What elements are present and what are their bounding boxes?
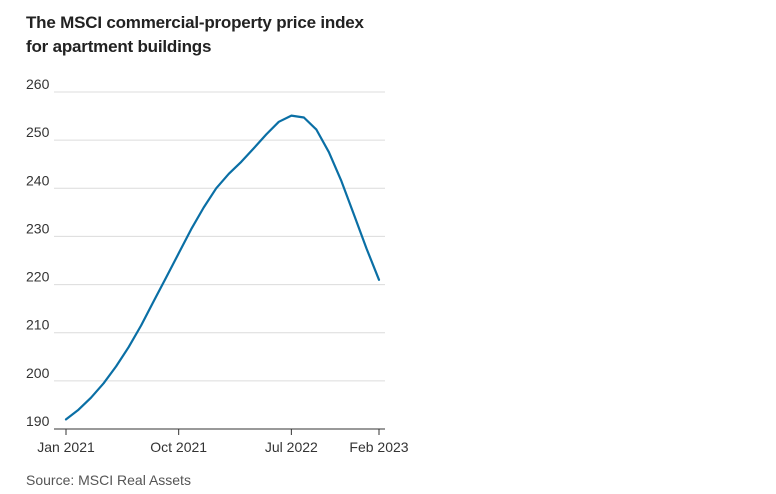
y-tick-label: 220: [26, 269, 50, 285]
series-layer: [64, 114, 381, 421]
series-line: [64, 114, 381, 421]
x-axis: Jan 2021 Oct 2021 Jul 2022 Feb 2023: [37, 429, 409, 455]
y-tick-label: 260: [26, 76, 50, 92]
x-tick-label: Jan 2021: [37, 439, 95, 455]
x-tick-label: Feb 2023: [349, 439, 408, 455]
source-note: Source: MSCI Real Assets: [26, 472, 191, 488]
y-tick-label: 190: [26, 413, 50, 429]
x-tick-label: Jul 2022: [265, 439, 318, 455]
y-tick-label: 240: [26, 172, 50, 188]
y-axis: 190 200 210 220 230 240 250 260: [26, 76, 50, 429]
x-tick-label: Oct 2021: [150, 439, 207, 455]
chart-title: The MSCI commercial-property price index…: [26, 13, 364, 56]
y-tick-label: 250: [26, 124, 50, 140]
y-tick-label: 200: [26, 365, 50, 381]
y-tick-label: 230: [26, 220, 50, 236]
grid-lines: [54, 91, 385, 430]
y-tick-label: 210: [26, 317, 50, 333]
